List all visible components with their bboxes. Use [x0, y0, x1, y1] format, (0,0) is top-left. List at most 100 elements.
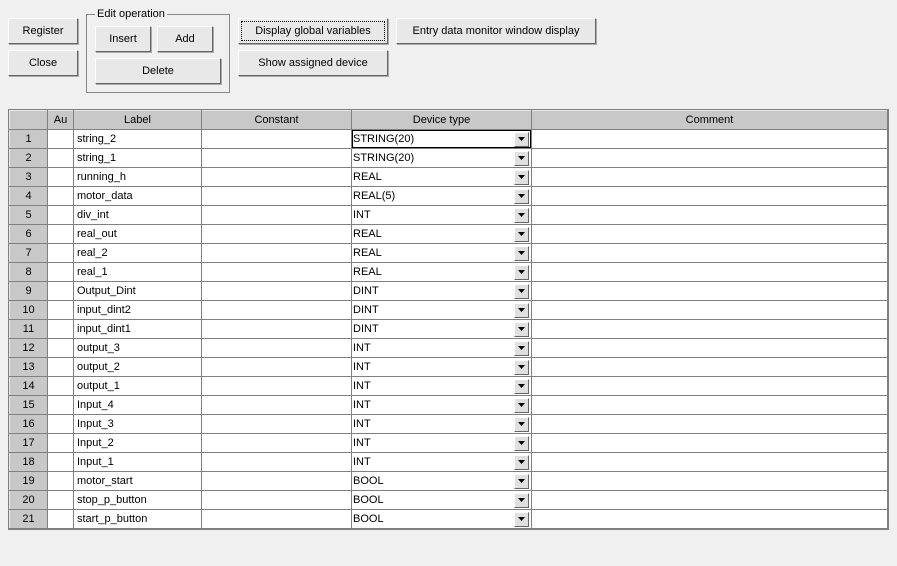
dropdown-icon[interactable]	[514, 379, 529, 394]
constant-cell[interactable]	[202, 263, 352, 282]
dropdown-icon[interactable]	[514, 398, 529, 413]
device-type-cell[interactable]: STRING(20)	[352, 130, 532, 149]
dropdown-icon[interactable]	[514, 493, 529, 508]
table-row[interactable]: 20stop_p_buttonBOOL	[10, 491, 888, 510]
row-number-cell[interactable]: 17	[10, 434, 48, 453]
add-button[interactable]: Add	[157, 26, 213, 52]
label-cell[interactable]: div_int	[74, 206, 202, 225]
constant-cell[interactable]	[202, 225, 352, 244]
row-number-cell[interactable]: 12	[10, 339, 48, 358]
label-cell[interactable]: start_p_button	[74, 510, 202, 529]
constant-cell[interactable]	[202, 415, 352, 434]
device-type-cell[interactable]: BOOL	[352, 510, 532, 529]
constant-cell[interactable]	[202, 206, 352, 225]
au-cell[interactable]	[48, 339, 74, 358]
device-type-cell[interactable]: BOOL	[352, 472, 532, 491]
dropdown-icon[interactable]	[514, 246, 529, 261]
label-cell[interactable]: Input_1	[74, 453, 202, 472]
device-type-cell[interactable]: REAL(5)	[352, 187, 532, 206]
table-row[interactable]: 12output_3INT	[10, 339, 888, 358]
device-type-cell[interactable]: REAL	[352, 168, 532, 187]
device-type-cell[interactable]: INT	[352, 396, 532, 415]
au-cell[interactable]	[48, 206, 74, 225]
table-row[interactable]: 4motor_dataREAL(5)	[10, 187, 888, 206]
label-cell[interactable]: motor_start	[74, 472, 202, 491]
row-number-cell[interactable]: 2	[10, 149, 48, 168]
comment-cell[interactable]	[532, 320, 888, 339]
comment-cell[interactable]	[532, 301, 888, 320]
show-assigned-device-button[interactable]: Show assigned device	[238, 50, 388, 76]
row-number-cell[interactable]: 11	[10, 320, 48, 339]
table-row[interactable]: 2string_1STRING(20)	[10, 149, 888, 168]
table-row[interactable]: 3 running_h REAL	[10, 168, 888, 187]
table-row[interactable]: 17Input_2INT	[10, 434, 888, 453]
comment-cell[interactable]	[532, 377, 888, 396]
constant-cell[interactable]	[202, 434, 352, 453]
device-type-cell[interactable]: INT	[352, 339, 532, 358]
au-cell[interactable]	[48, 377, 74, 396]
label-cell[interactable]: real_out	[74, 225, 202, 244]
comment-cell[interactable]	[532, 282, 888, 301]
table-row[interactable]: 16Input_3INT	[10, 415, 888, 434]
au-cell[interactable]	[48, 130, 74, 149]
delete-button[interactable]: Delete	[95, 58, 221, 84]
dropdown-icon[interactable]	[514, 151, 529, 166]
close-button[interactable]: Close	[8, 50, 78, 76]
dropdown-icon[interactable]	[514, 208, 529, 223]
table-row[interactable]: 13output_2INT	[10, 358, 888, 377]
entry-data-monitor-button[interactable]: Entry data monitor window display	[396, 18, 596, 44]
constant-cell[interactable]	[202, 244, 352, 263]
label-cell[interactable]: running_h	[74, 168, 202, 187]
row-number-cell[interactable]: 19	[10, 472, 48, 491]
table-row[interactable]: 11 input_dint1 DINT	[10, 320, 888, 339]
row-number-cell[interactable]: 4	[10, 187, 48, 206]
constant-cell[interactable]	[202, 187, 352, 206]
dropdown-icon[interactable]	[514, 417, 529, 432]
dropdown-icon[interactable]	[514, 322, 529, 337]
label-cell[interactable]: input_dint1	[74, 320, 202, 339]
row-number-cell[interactable]: 10	[10, 301, 48, 320]
au-cell[interactable]	[48, 225, 74, 244]
au-cell[interactable]	[48, 320, 74, 339]
au-cell[interactable]	[48, 510, 74, 529]
constant-cell[interactable]	[202, 377, 352, 396]
row-number-cell[interactable]: 3	[10, 168, 48, 187]
column-header-device-type[interactable]: Device type	[352, 111, 532, 130]
device-type-cell[interactable]: REAL	[352, 263, 532, 282]
register-button[interactable]: Register	[8, 18, 78, 44]
dropdown-icon[interactable]	[514, 189, 529, 204]
dropdown-icon[interactable]	[514, 474, 529, 489]
au-cell[interactable]	[48, 491, 74, 510]
au-cell[interactable]	[48, 453, 74, 472]
comment-cell[interactable]	[532, 339, 888, 358]
au-cell[interactable]	[48, 396, 74, 415]
device-type-cell[interactable]: INT	[352, 453, 532, 472]
label-cell[interactable]: Input_4	[74, 396, 202, 415]
device-type-cell[interactable]: REAL	[352, 244, 532, 263]
table-row[interactable]: 15Input_4INT	[10, 396, 888, 415]
device-type-cell[interactable]: INT	[352, 377, 532, 396]
table-row[interactable]: 18Input_1INT	[10, 453, 888, 472]
constant-cell[interactable]	[202, 130, 352, 149]
device-type-cell[interactable]: DINT	[352, 320, 532, 339]
device-type-cell[interactable]: INT	[352, 358, 532, 377]
row-number-cell[interactable]: 21	[10, 510, 48, 529]
row-number-cell[interactable]: 9	[10, 282, 48, 301]
dropdown-icon[interactable]	[514, 360, 529, 375]
au-cell[interactable]	[48, 187, 74, 206]
table-row[interactable]: 8real_1REAL	[10, 263, 888, 282]
row-number-cell[interactable]: 20	[10, 491, 48, 510]
comment-cell[interactable]	[532, 206, 888, 225]
comment-cell[interactable]	[532, 225, 888, 244]
device-type-cell[interactable]: DINT	[352, 282, 532, 301]
constant-cell[interactable]	[202, 453, 352, 472]
device-type-cell[interactable]: REAL	[352, 225, 532, 244]
table-row[interactable]: 10input_dint2DINT	[10, 301, 888, 320]
label-cell[interactable]: real_1	[74, 263, 202, 282]
label-cell[interactable]: Input_3	[74, 415, 202, 434]
label-cell[interactable]: real_2	[74, 244, 202, 263]
column-header-constant[interactable]: Constant	[202, 111, 352, 130]
constant-cell[interactable]	[202, 282, 352, 301]
constant-cell[interactable]	[202, 339, 352, 358]
constant-cell[interactable]	[202, 510, 352, 529]
